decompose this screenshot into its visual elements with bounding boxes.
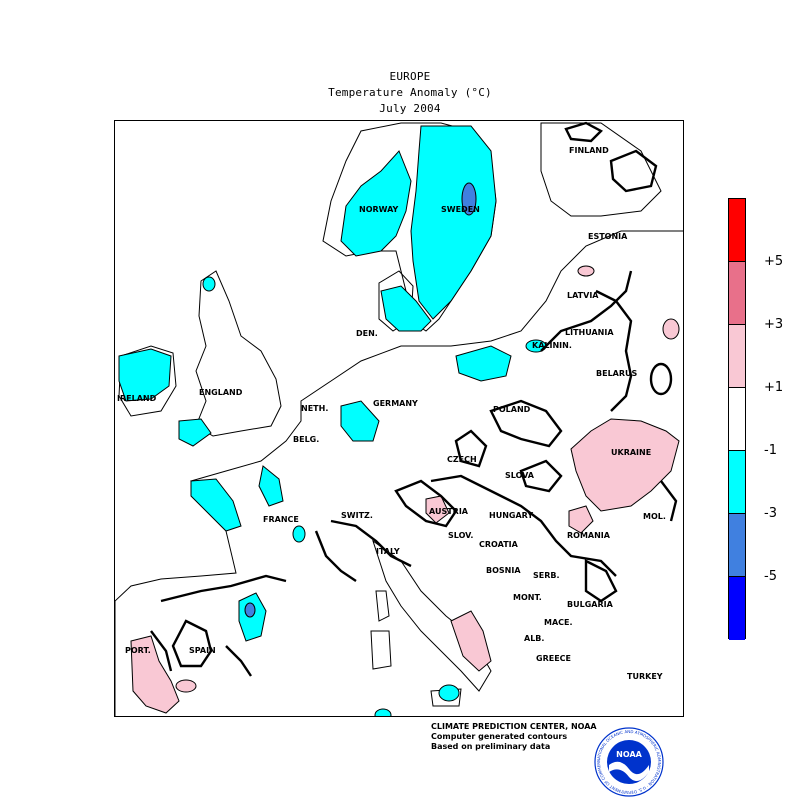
credits-block: CLIMATE PREDICTION CENTER, NOAA Computer… — [431, 722, 597, 752]
credits-line: CLIMATE PREDICTION CENTER, NOAA — [431, 722, 597, 731]
credits-line: Based on preliminary data — [431, 742, 551, 751]
legend-tick-label: -5 — [764, 569, 777, 584]
credits-line: Computer generated contours — [431, 732, 568, 741]
label-macedonia: MACE. — [544, 618, 573, 627]
legend-bin — [729, 451, 745, 514]
label-greece: GREECE — [536, 654, 571, 663]
label-netherlands: NETH. — [301, 404, 328, 413]
label-ukraine: UKRAINE — [611, 448, 651, 457]
label-czech: CZECH — [447, 455, 477, 464]
label-montenegro: MONT. — [513, 593, 542, 602]
map-title-region: EUROPE — [389, 70, 431, 83]
label-latvia: LATVIA — [567, 291, 599, 300]
label-france: FRANCE — [263, 515, 299, 524]
legend-bin — [729, 325, 745, 388]
label-spain: SPAIN — [189, 646, 216, 655]
label-portugal: PORT. — [125, 646, 151, 655]
label-kaliningrad: KALININ. — [532, 341, 572, 350]
map-title-variable: Temperature Anomaly (°C) — [328, 86, 492, 99]
label-serbia: SERB. — [533, 571, 560, 580]
logo-inner-disc — [607, 740, 651, 784]
label-ireland: IRELAND — [117, 394, 157, 403]
label-germany: GERMANY — [373, 399, 418, 408]
legend-bin — [729, 577, 745, 640]
label-slovenia: SLOV. — [448, 531, 473, 540]
label-denmark: DEN. — [356, 329, 378, 338]
legend-tick-label: -1 — [764, 443, 777, 458]
label-turkey: TURKEY — [627, 672, 663, 681]
logo-text: NOAA — [616, 750, 642, 759]
legend-tick-label: +5 — [764, 254, 784, 269]
gull-icon — [609, 761, 649, 781]
label-switzerland: SWITZ. — [341, 511, 373, 520]
label-bosnia: BOSNIA — [486, 566, 521, 575]
legend-bin — [729, 514, 745, 577]
label-finland: FINLAND — [569, 146, 609, 155]
label-austria: AUSTRIA — [429, 507, 469, 516]
map-title-period: July 2004 — [379, 102, 441, 115]
label-sweden: SWEDEN — [441, 205, 480, 214]
anomaly-legend — [728, 198, 746, 640]
label-belarus: BELARUS — [596, 369, 638, 378]
legend-tick-label: +3 — [764, 317, 784, 332]
label-bulgaria: BULGARIA — [567, 600, 614, 609]
label-slovakia: SLOVA — [505, 471, 535, 480]
label-romania: ROMANIA — [567, 531, 611, 540]
legend-bin — [729, 199, 745, 262]
legend-tick-label: +1 — [764, 380, 784, 395]
label-moldova: MOL. — [643, 512, 666, 521]
label-belgium: BELG. — [293, 435, 319, 444]
anomaly-map: FINLAND NORWAY SWEDEN ESTONIA LATVIA LIT… — [115, 121, 683, 716]
label-hungary: HUNGARY — [489, 511, 533, 520]
noaa-logo: NATIONAL OCEANIC AND ATMOSPHERIC ADMINIS… — [594, 727, 664, 797]
label-norway: NORWAY — [359, 205, 399, 214]
label-estonia: ESTONIA — [588, 232, 628, 241]
label-lithuania: LITHUANIA — [565, 328, 614, 337]
anomaly-shading — [118, 125, 680, 716]
label-england: ENGLAND — [199, 388, 243, 397]
legend-tick-label: -3 — [764, 506, 777, 521]
country-labels: FINLAND NORWAY SWEDEN ESTONIA LATVIA LIT… — [117, 146, 666, 681]
label-croatia: CROATIA — [479, 540, 519, 549]
legend-bin — [729, 388, 745, 451]
label-italy: ITALY — [376, 547, 400, 556]
zero-contours — [150, 121, 678, 677]
legend-bin — [729, 262, 745, 325]
map-area: FINLAND NORWAY SWEDEN ESTONIA LATVIA LIT… — [114, 120, 684, 717]
label-poland: POLAND — [493, 405, 531, 414]
label-albania: ALB. — [524, 634, 544, 643]
